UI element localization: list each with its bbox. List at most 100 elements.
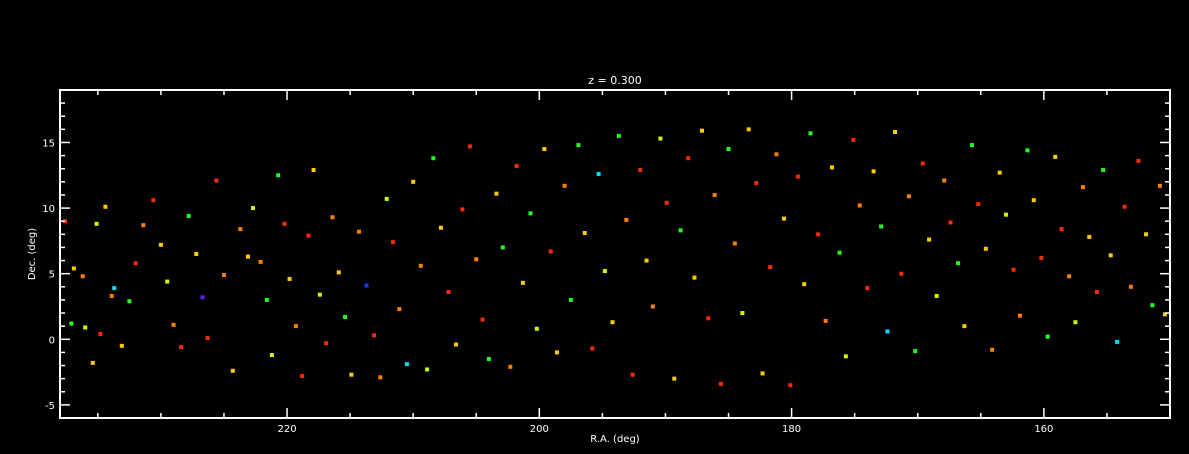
data-point: [732, 241, 737, 246]
data-point: [165, 279, 170, 284]
data-point: [343, 314, 348, 319]
data-point: [1136, 158, 1141, 163]
data-point: [997, 170, 1002, 175]
data-point: [431, 156, 436, 161]
data-point: [356, 229, 361, 234]
data-point: [418, 263, 423, 268]
data-point: [245, 254, 250, 259]
data-point: [151, 198, 156, 203]
data-point: [590, 346, 595, 351]
data-point: [678, 228, 683, 233]
data-point: [349, 372, 354, 377]
data-point: [782, 216, 787, 221]
data-point: [1157, 183, 1162, 188]
y-tick-label: 10: [42, 204, 55, 215]
data-point: [650, 304, 655, 309]
data-point: [1080, 185, 1085, 190]
data-point: [726, 147, 731, 152]
data-point: [927, 237, 932, 242]
data-point: [508, 364, 513, 369]
data-point: [1004, 212, 1009, 217]
data-point: [200, 295, 205, 300]
data-point: [956, 261, 961, 266]
data-point: [287, 276, 292, 281]
data-point: [1094, 290, 1099, 295]
x-tick-label: 180: [782, 424, 801, 435]
data-point: [119, 343, 124, 348]
data-point: [282, 221, 287, 226]
data-point: [98, 332, 103, 337]
data-point: [837, 250, 842, 255]
data-point: [171, 322, 176, 327]
data-point: [1073, 320, 1078, 325]
data-point: [990, 347, 995, 352]
data-point: [843, 354, 848, 359]
y-tick-label: -5: [45, 401, 55, 412]
data-point: [795, 174, 800, 179]
data-point: [474, 257, 479, 262]
data-point: [397, 307, 402, 312]
data-point: [494, 191, 499, 196]
data-point: [885, 329, 890, 334]
data-point: [823, 318, 828, 323]
data-point: [576, 143, 581, 148]
data-point: [1162, 312, 1167, 317]
data-point: [500, 245, 505, 250]
data-point: [411, 179, 416, 184]
data-point: [718, 381, 723, 386]
data-point: [562, 183, 567, 188]
data-point: [378, 375, 383, 380]
data-point: [969, 143, 974, 148]
data-point: [706, 316, 711, 321]
data-point: [454, 342, 459, 347]
data-point: [103, 204, 108, 209]
data-point: [1115, 339, 1120, 344]
data-point: [438, 225, 443, 230]
data-point: [384, 196, 389, 201]
data-point: [264, 297, 269, 302]
data-point: [528, 211, 533, 216]
data-point: [69, 321, 74, 326]
data-point: [934, 293, 939, 298]
data-point: [582, 231, 587, 236]
data-point: [133, 261, 138, 266]
data-point: [740, 311, 745, 316]
data-point: [768, 265, 773, 270]
data-point: [816, 232, 821, 237]
data-point: [238, 227, 243, 232]
data-point: [610, 320, 615, 325]
data-point: [983, 246, 988, 251]
data-point: [293, 324, 298, 329]
data-point: [514, 164, 519, 169]
data-point: [194, 252, 199, 256]
data-point: [1101, 168, 1106, 173]
data-point: [644, 258, 649, 263]
data-point: [534, 326, 539, 331]
data-point: [1128, 284, 1133, 289]
data-point: [300, 374, 305, 379]
data-point: [94, 221, 99, 226]
data-point: [230, 368, 235, 373]
data-point: [276, 173, 281, 178]
data-point: [865, 286, 870, 291]
data-point: [664, 200, 669, 205]
data-point: [63, 219, 68, 224]
data-point: [364, 283, 369, 288]
data-point: [1031, 198, 1036, 203]
data-point: [760, 371, 765, 376]
y-tick-label: 0: [49, 335, 55, 346]
data-point: [317, 292, 322, 297]
data-point: [480, 317, 485, 322]
data-point: [460, 207, 465, 212]
data-point: [774, 152, 779, 157]
data-point: [141, 223, 146, 228]
data-point: [446, 290, 451, 295]
data-point: [976, 202, 981, 207]
data-point: [425, 367, 430, 372]
data-point: [851, 137, 856, 142]
data-point: [1053, 154, 1058, 159]
data-point: [920, 161, 925, 166]
data-point: [205, 335, 210, 340]
data-point: [324, 341, 329, 346]
